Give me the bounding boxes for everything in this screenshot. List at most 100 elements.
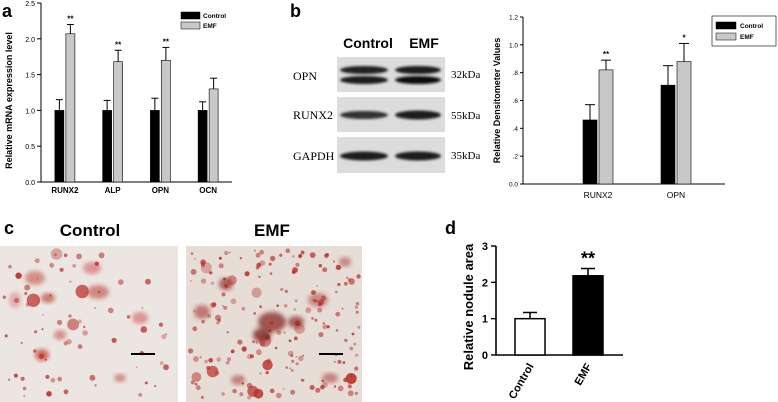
stain-spot [279,253,283,257]
stain-spot [193,356,199,362]
band [340,111,388,119]
stain-cluster [54,330,66,340]
stain-spot [34,258,40,264]
stain-spot [266,358,272,364]
micrograph-emf: EMF [186,221,362,402]
stain-spot [237,339,243,345]
blot-row-size: 32kDa [451,69,480,81]
stain-spot [230,349,235,354]
x-tick-label: OPN [152,186,170,195]
stain-spot [320,385,325,390]
stain-spot [346,276,349,279]
panel-label-a: a [2,1,13,21]
stain-spot [191,372,202,382]
stain-spot [190,380,195,385]
stain-spot [318,332,324,338]
panel-label-d: d [445,218,456,238]
stain-spot [72,264,76,268]
stain-spot [63,253,68,258]
stain-spot [158,322,163,327]
stain-spot [66,339,72,345]
stain-spot [256,349,262,356]
stain-spot [56,319,63,326]
stain-spot [126,315,131,319]
stain-spot [49,262,55,268]
y-tick-label: 2 [482,277,488,289]
stain-spot [246,382,253,389]
micrograph-title-emf: EMF [254,221,290,240]
stain-spot [253,388,264,399]
y-tick-label: 0 [482,350,488,362]
stain-spot [68,314,72,318]
stain-spot [24,284,31,291]
stain-spot [145,278,151,285]
stain-cluster [87,285,109,299]
stain-spot [98,252,105,259]
stain-spot [334,361,336,363]
y-axis-title: Relative nodule area [461,243,476,370]
stain-spot [322,267,328,273]
stain-spot [354,391,358,395]
stain-spot [192,326,198,332]
stain-spot [255,252,261,258]
stain-spot [107,307,114,314]
stain-spot [341,307,344,310]
stain-spot [344,338,348,342]
stain-spot [256,262,262,268]
y-tick-label: 0.0 [509,182,518,189]
stain-spot [200,395,204,399]
stain-spot [298,254,303,259]
y-tick-label: 1 [482,314,488,326]
stain-spot [294,299,298,303]
stain-spot [291,359,295,363]
stain-deposits [188,248,361,400]
stain-spot [8,264,12,269]
stain-spot [298,355,304,362]
band [340,66,388,74]
stain-spot [215,314,221,321]
stain-spot [349,346,354,351]
stain-spot [305,307,312,313]
stain-spot [335,264,342,271]
stain-spot [239,392,244,397]
stain-spot [253,249,256,252]
stain-spot [76,253,82,260]
stain-spot [33,349,37,353]
stain-spot [216,321,220,325]
stain-cluster [132,312,148,324]
stain-spot [322,382,328,388]
stain-spot [347,278,351,282]
y-tick-label: 3 [482,241,488,253]
stain-cluster [25,271,45,285]
y-tick-label: 2.5 [25,1,35,8]
stain-spot [326,325,330,329]
y-tick-label: .8 [513,70,519,77]
blot-row-label: GAPDH [293,149,335,163]
stain-spot [337,359,342,364]
stain-spot [255,341,258,344]
stain-spot [290,389,296,395]
stain-cluster [41,293,55,303]
stain-spot [249,354,254,359]
stain-spot [2,295,6,299]
stain-spot [337,282,341,287]
legend-swatch-control [715,21,737,30]
x-tick-label: OCN [199,186,217,195]
y-axis-title: Relative mRNA expression level [4,32,14,169]
stain-spot [226,331,229,334]
x-tick-label: EMF [573,361,595,387]
stain-spot [224,250,229,256]
stain-spot [208,358,213,363]
stain-spot [276,304,280,308]
stain-spot [190,252,194,256]
stain-spot [200,278,207,284]
stain-spot [22,386,27,391]
stain-spot [211,302,217,307]
stain-spot [353,380,356,383]
stain-spot [216,357,221,362]
stain-spot [218,263,224,269]
stain-spot [78,319,82,324]
bar-emf [113,61,123,183]
micrograph-control: Control [0,221,178,402]
